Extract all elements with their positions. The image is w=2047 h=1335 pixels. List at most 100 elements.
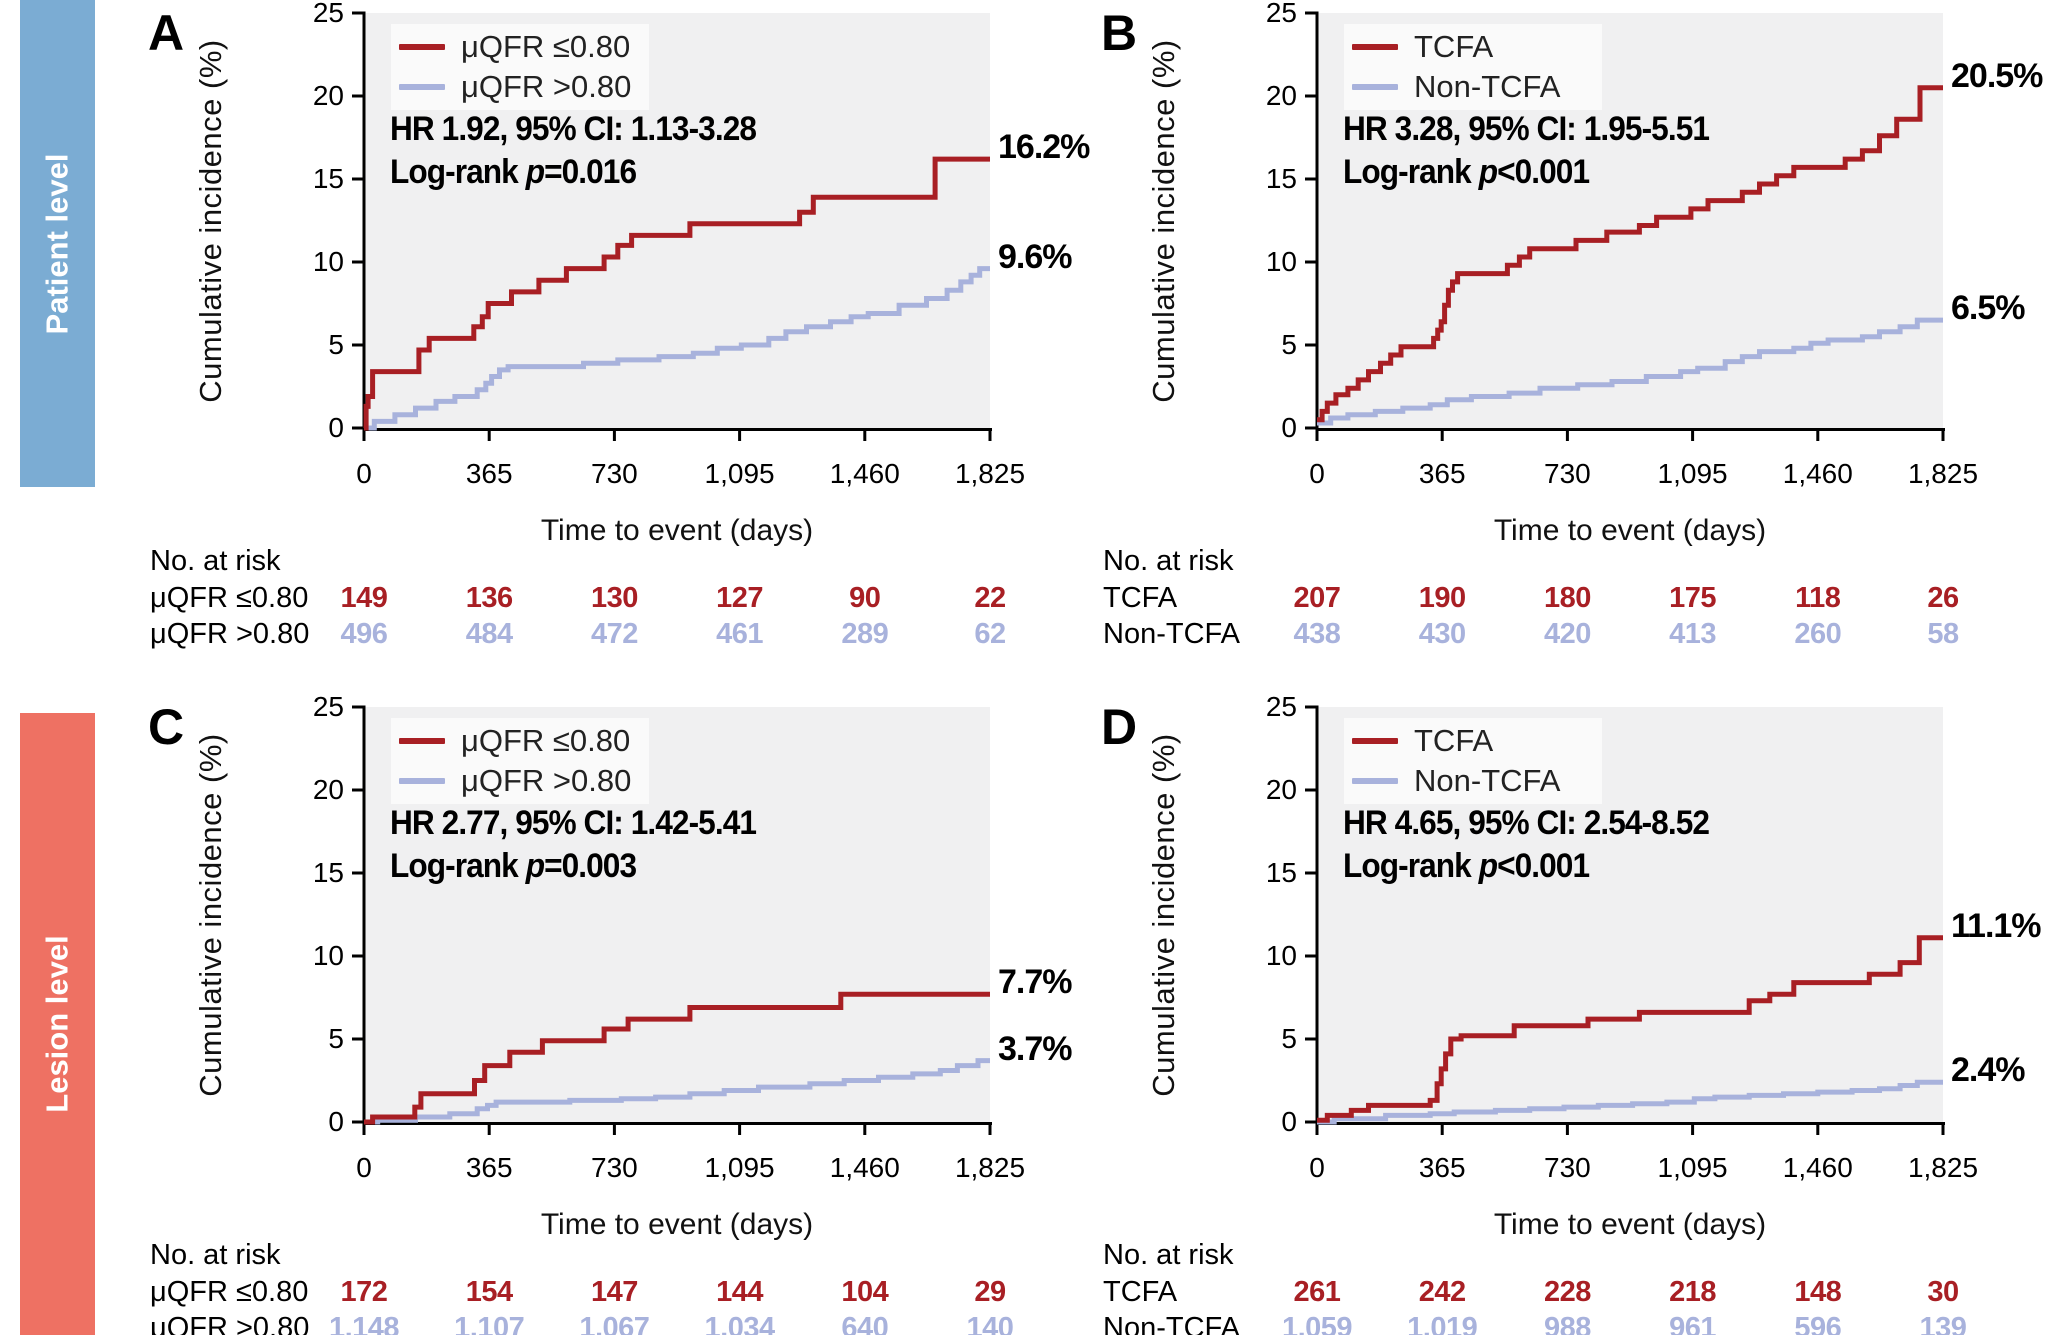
risk-row-label: TCFA (1103, 582, 1178, 614)
sidebar-lesion-level: Lesion level (20, 713, 95, 1335)
legend-item: μQFR ≤0.80 (399, 723, 649, 759)
x-tick-label: 1,460 (1782, 458, 1853, 489)
risk-value: 496 (340, 618, 388, 650)
risk-row-label: μQFR ≤0.80 (150, 582, 309, 614)
risk-row-label: Non-TCFA (1103, 1312, 1240, 1335)
y-tick-label: 10 (1265, 246, 1297, 277)
risk-value: 1,034 (704, 1312, 776, 1335)
series-curve-blue (364, 266, 990, 431)
risk-value: 461 (716, 618, 764, 650)
legend-swatch-blue (399, 778, 445, 785)
legend: μQFR ≤0.80 μQFR >0.80 (391, 24, 649, 110)
legend-item: Non-TCFA (1352, 763, 1602, 799)
y-tick-label: 25 (1265, 691, 1297, 722)
legend-item: Non-TCFA (1352, 69, 1602, 105)
risk-row-label: μQFR >0.80 (150, 1312, 310, 1335)
risk-value: 175 (1669, 582, 1717, 614)
risk-value: 289 (841, 618, 889, 650)
risk-value: 147 (590, 1276, 638, 1308)
y-tick-label: 15 (312, 163, 344, 194)
x-tick-label: 1,095 (704, 458, 775, 489)
hazard-ratio-text: HR 4.65, 95% CI: 2.54-8.52 (1343, 804, 1710, 842)
series-curve-red (363, 156, 990, 431)
series-curve-blue (1317, 317, 1943, 426)
x-tick-label: 365 (1418, 1152, 1466, 1183)
risk-value: 242 (1418, 1276, 1466, 1308)
legend: μQFR ≤0.80 μQFR >0.80 (391, 718, 649, 804)
y-tick-label: 20 (312, 80, 344, 111)
stats-block: HR 4.65, 95% CI: 2.54-8.52 Log-rank p<0.0… (1343, 802, 1710, 888)
x-tick-label: 365 (1418, 458, 1466, 489)
risk-row-label: μQFR >0.80 (150, 618, 310, 650)
logrank-prefix: Log-rank (1343, 847, 1479, 885)
risk-value: 127 (716, 582, 764, 614)
risk-value: 1,059 (1281, 1312, 1353, 1335)
x-tick-label: 730 (591, 1152, 638, 1183)
risk-value: 1,148 (328, 1312, 400, 1335)
x-tick-label: 365 (465, 1152, 513, 1183)
risk-table-title: No. at risk (1103, 545, 1234, 577)
curve-end-label-blue: 6.5% (1951, 289, 2026, 328)
risk-value: 640 (841, 1312, 889, 1335)
risk-value: 148 (1794, 1276, 1842, 1308)
x-tick-label: 1,095 (1657, 1152, 1728, 1183)
y-tick-label: 5 (1281, 329, 1297, 360)
risk-value: 136 (465, 582, 513, 614)
y-tick-label: 15 (1265, 163, 1297, 194)
panel-letter: D (1101, 699, 1137, 755)
x-tick-label: 0 (1309, 458, 1325, 489)
y-axis-title: Cumulative incidence (%) (193, 38, 228, 403)
risk-value: 104 (841, 1276, 889, 1308)
y-tick-label: 15 (312, 857, 344, 888)
risk-value: 30 (1927, 1276, 1959, 1308)
panel-letter: C (148, 699, 184, 755)
risk-value: 472 (590, 618, 638, 650)
risk-value: 988 (1543, 1312, 1591, 1335)
legend-item: μQFR >0.80 (399, 763, 649, 799)
y-tick-label: 20 (312, 774, 344, 805)
y-tick-label: 0 (1281, 1106, 1297, 1137)
x-tick-label: 1,460 (1782, 1152, 1853, 1183)
x-tick-label: 730 (1544, 458, 1591, 489)
logrank-value: <0.001 (1497, 153, 1590, 191)
x-axis-title: Time to event (days) (540, 514, 814, 547)
legend-label: Non-TCFA (1414, 763, 1561, 799)
x-tick-label: 1,825 (1907, 1152, 1979, 1183)
stats-block: HR 3.28, 95% CI: 1.95-5.51 Log-rank p<0.0… (1343, 108, 1710, 194)
y-tick-label: 0 (328, 412, 344, 443)
risk-value: 154 (465, 1276, 513, 1308)
y-tick-label: 10 (312, 940, 344, 971)
risk-value: 961 (1669, 1312, 1717, 1335)
logrank-p-symbol: p (525, 153, 545, 191)
logrank-text: Log-rank p=0.016 (390, 151, 756, 194)
logrank-p-symbol: p (1478, 847, 1498, 885)
logrank-value: =0.003 (544, 847, 637, 885)
x-tick-label: 1,095 (704, 1152, 775, 1183)
risk-value: 261 (1293, 1276, 1341, 1308)
x-tick-label: 730 (591, 458, 638, 489)
risk-value: 438 (1293, 618, 1341, 650)
y-tick-label: 5 (1281, 1023, 1297, 1054)
risk-value: 90 (849, 582, 881, 614)
panel-letter: A (148, 5, 184, 61)
legend-label: TCFA (1414, 28, 1494, 64)
axes (1315, 11, 1945, 431)
y-axis-title: Cumulative incidence (%) (1146, 732, 1181, 1097)
risk-value: 596 (1794, 1312, 1842, 1335)
logrank-value: =0.016 (544, 153, 637, 191)
x-axis-title: Time to event (days) (1493, 1208, 1767, 1241)
series-curve-red (1317, 85, 1943, 423)
sidebar-patient-level-label: Patient level (39, 153, 75, 334)
panel-letter: B (1101, 5, 1137, 61)
logrank-p-symbol: p (1478, 153, 1498, 191)
hazard-ratio-text: HR 3.28, 95% CI: 1.95-5.51 (1343, 110, 1710, 148)
logrank-text: Log-rank p<0.001 (1343, 845, 1709, 888)
x-tick-label: 730 (1544, 1152, 1591, 1183)
y-tick-label: 15 (1265, 857, 1297, 888)
risk-value: 218 (1669, 1276, 1717, 1308)
logrank-text: Log-rank p<0.001 (1343, 151, 1709, 194)
x-tick-label: 1,460 (829, 458, 900, 489)
risk-value: 139 (1919, 1312, 1967, 1335)
y-tick-label: 25 (312, 0, 344, 28)
sidebar-lesion-level-label: Lesion level (39, 935, 75, 1113)
